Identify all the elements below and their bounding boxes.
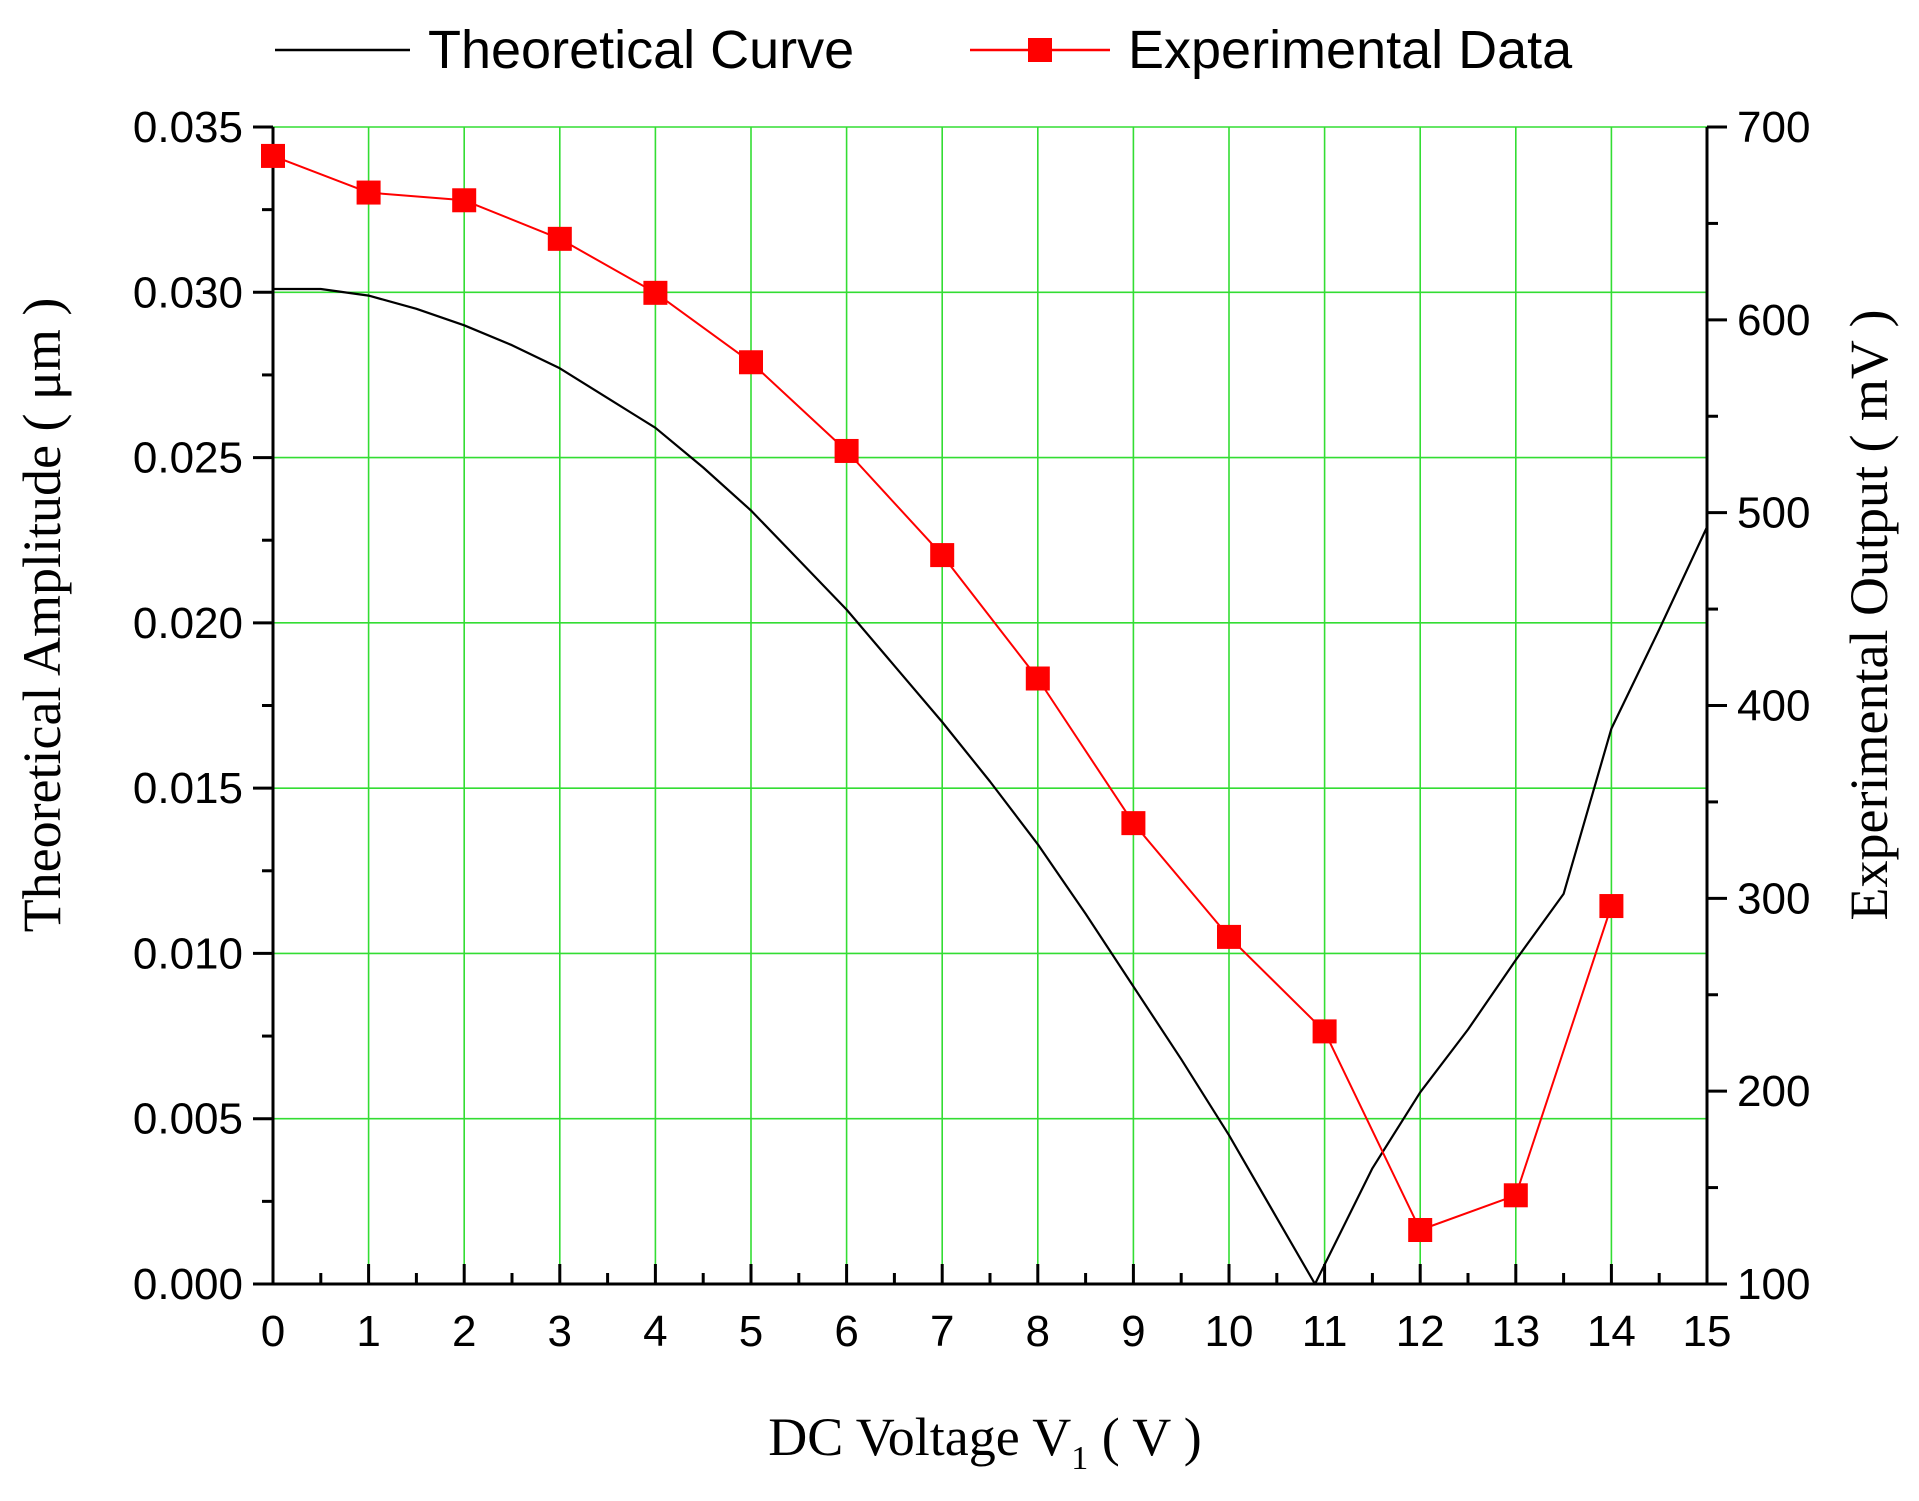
legend-label-theoretical: Theoretical Curve xyxy=(428,20,854,80)
y-right-tick-label: 300 xyxy=(1737,874,1810,923)
experimental-data-point xyxy=(356,180,381,205)
experimental-data-point xyxy=(1503,1183,1528,1208)
x-tick-label: 1 xyxy=(356,1307,380,1356)
legend: Theoretical Curve Experimental Data xyxy=(275,20,1573,80)
y-right-tick-label: 200 xyxy=(1737,1067,1810,1116)
experimental-data-point xyxy=(1312,1019,1337,1044)
series-theoretical-curve xyxy=(273,287,1708,1286)
experimental-data-point xyxy=(452,188,477,213)
y-right-tick-label: 600 xyxy=(1737,296,1810,345)
x-axis-title-subscript: 1 xyxy=(1071,1440,1088,1477)
legend-marker-experimental xyxy=(1028,38,1052,62)
series-layer xyxy=(261,143,1708,1286)
experimental-data-point xyxy=(739,350,763,375)
x-tick-label: 3 xyxy=(548,1307,572,1356)
x-tick-label: 5 xyxy=(739,1307,763,1356)
y-left-tick-label: 0.005 xyxy=(133,1095,243,1144)
y-right-axis-title: Experimental Output ( mV ) xyxy=(1839,310,1899,921)
experimental-data-point xyxy=(261,143,285,168)
y-left-tick-label: 0.030 xyxy=(133,268,243,317)
experimental-data-point xyxy=(1599,894,1624,919)
experimental-data-point xyxy=(1408,1218,1433,1243)
y-right-tick-label: 500 xyxy=(1737,489,1810,538)
y-left-axis-title: Theoretical Amplitude ( μm ) xyxy=(12,298,72,933)
x-axis-title-main: DC Voltage V xyxy=(768,1407,1071,1467)
y-left-tick-label: 0.025 xyxy=(133,434,243,483)
x-tick-label: 6 xyxy=(834,1307,858,1356)
x-tick-label: 13 xyxy=(1491,1307,1540,1356)
experimental-data-point xyxy=(1121,811,1146,836)
y-right-tick-label: 700 xyxy=(1737,103,1810,152)
x-tick-label: 12 xyxy=(1396,1307,1445,1356)
x-tick-label: 0 xyxy=(261,1307,285,1356)
x-tick-label: 4 xyxy=(643,1307,667,1356)
x-axis-title: DC Voltage V1 ( V ) xyxy=(768,1407,1202,1477)
x-tick-label: 8 xyxy=(1026,1307,1050,1356)
experimental-data-point xyxy=(643,280,668,305)
x-tick-label: 2 xyxy=(452,1307,476,1356)
legend-label-experimental: Experimental Data xyxy=(1128,20,1573,80)
plot-frame xyxy=(271,127,1709,1286)
x-tick-label: 11 xyxy=(1302,1307,1348,1356)
y-left-tick-label: 0.010 xyxy=(133,929,243,978)
y-right-tick-label: 400 xyxy=(1737,682,1810,731)
tick-labels: 0 1 2 3 4 5 6 7 8 9 10 11 12 13 14 150.0000.0050.0100.0… xyxy=(133,103,1811,1356)
x-axis-title-unit: ( V ) xyxy=(1088,1407,1202,1467)
x-tick-label: 10 xyxy=(1205,1307,1254,1356)
grid xyxy=(273,126,1707,1284)
x-tick-label: 7 xyxy=(930,1307,954,1356)
x-tick-label: 9 xyxy=(1121,1307,1145,1356)
y-right-tick-label: 100 xyxy=(1737,1260,1810,1309)
x-tick-label: 15 xyxy=(1683,1307,1732,1356)
x-tick-label: 14 xyxy=(1587,1307,1636,1356)
axis-ticks xyxy=(253,125,1727,1286)
experimental-data-point xyxy=(930,543,955,568)
y-left-tick-label: 0.015 xyxy=(133,764,243,813)
y-left-tick-label: 0.000 xyxy=(133,1260,243,1309)
experimental-data-point xyxy=(1025,666,1050,691)
y-left-tick-label: 0.020 xyxy=(133,599,243,648)
experimental-data-point xyxy=(1217,924,1241,949)
experimental-data-point xyxy=(547,226,572,251)
experimental-data-point xyxy=(834,438,859,463)
y-left-tick-label: 0.035 xyxy=(133,103,243,152)
